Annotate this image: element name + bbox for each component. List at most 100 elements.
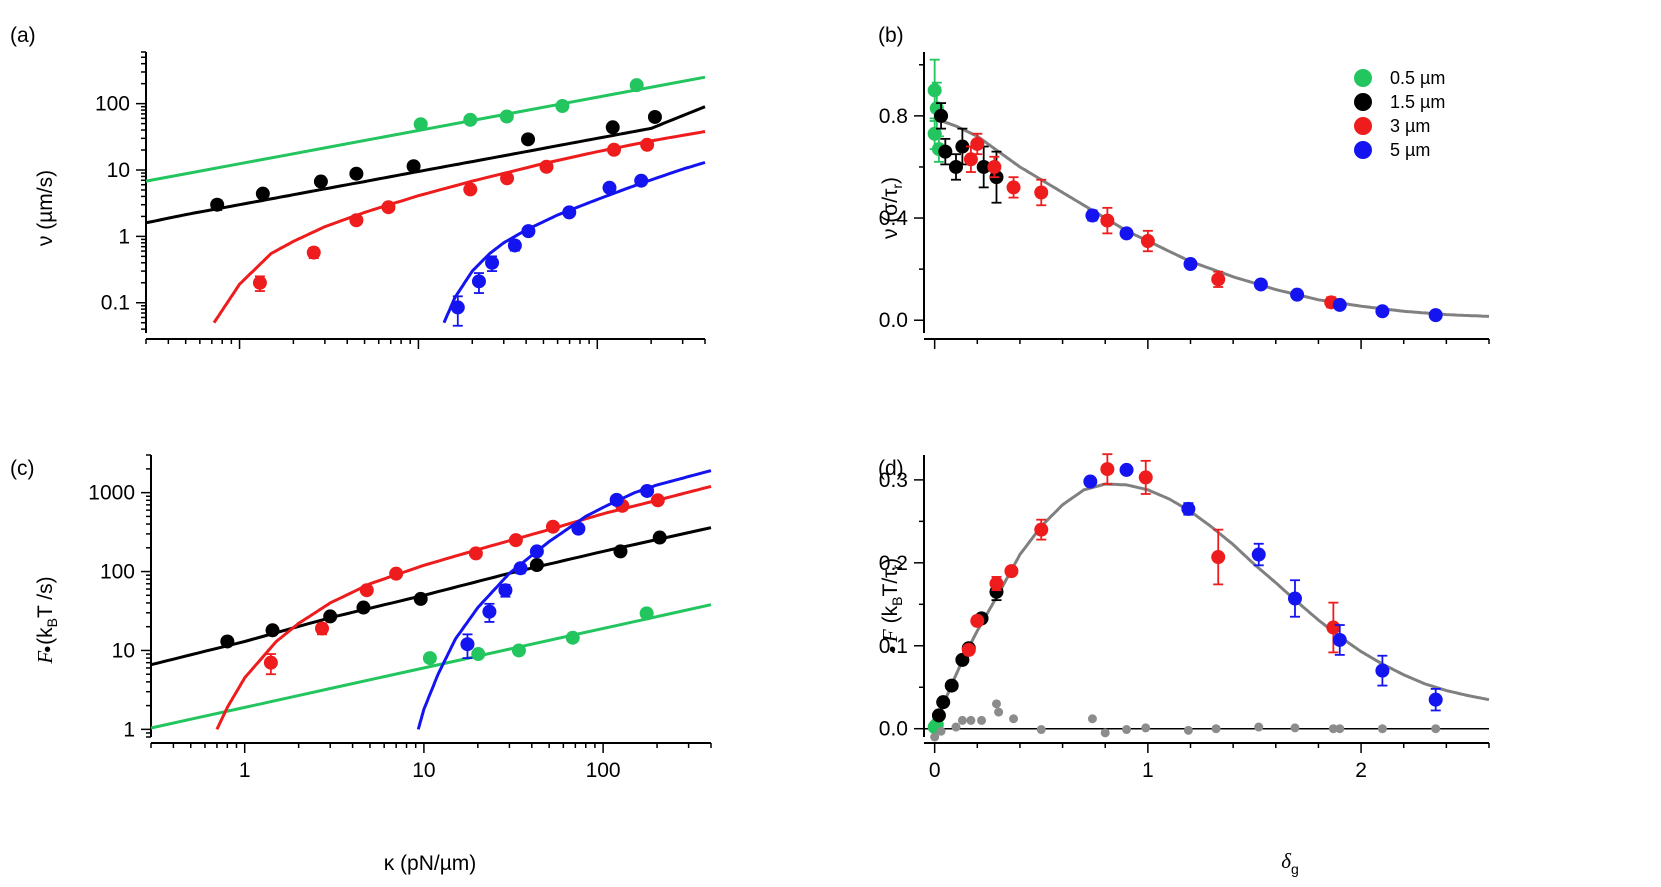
- data-point: [1428, 692, 1443, 707]
- data-point: [1100, 728, 1110, 738]
- panel-b: (b) 0.0 0.4 0.8 ν (σ/τr) 0.5 µm 1.5 µm 3 µm 5…: [878, 24, 1490, 349]
- panel-b-ylabel-tail: ): [879, 177, 902, 184]
- data-point: [1254, 722, 1264, 732]
- x-tick-label: 1: [239, 759, 251, 782]
- data-point: [521, 224, 536, 239]
- panel-d-label: (d): [878, 457, 904, 480]
- panel-a-ylabel: ν (µm/s): [34, 170, 57, 246]
- data-point: [970, 136, 985, 151]
- y-tick-label: 100: [95, 93, 130, 116]
- data-point: [1253, 277, 1268, 292]
- panel-c-ylabel: F (kBT /s): [33, 576, 60, 664]
- x-tick-label: 10: [412, 759, 435, 782]
- x-tick-label: 0: [929, 759, 941, 782]
- data-point: [263, 655, 278, 670]
- data-point: [948, 159, 963, 174]
- data-point: [349, 166, 364, 181]
- panel-d-xlabel-main: δ: [1281, 849, 1292, 873]
- legend-marker: [1354, 69, 1372, 87]
- data-point: [499, 109, 514, 124]
- panel-a-axes: 0.1 1 10 100: [95, 51, 706, 349]
- x-tick-label: 100: [586, 759, 621, 782]
- panel-a-plot: [145, 75, 706, 327]
- data-point: [955, 139, 970, 154]
- legend-label: 5 µm: [1390, 140, 1430, 160]
- data-point: [1100, 213, 1115, 228]
- data-point: [529, 558, 544, 573]
- data-point: [609, 492, 624, 507]
- data-point: [1287, 591, 1302, 606]
- fit-line: [150, 526, 712, 667]
- data-point: [1100, 462, 1115, 477]
- data-point: [468, 546, 483, 561]
- data-point: [1181, 501, 1196, 516]
- data-point: [555, 99, 570, 114]
- x-tick-label: 1: [1142, 759, 1154, 782]
- data-point: [1034, 522, 1049, 537]
- data-point: [255, 186, 270, 201]
- data-point: [938, 144, 953, 159]
- data-point: [977, 715, 987, 725]
- data-point: [313, 174, 328, 189]
- data-point: [565, 630, 580, 645]
- legend-label: 1.5 µm: [1390, 92, 1445, 112]
- legend-label: 0.5 µm: [1390, 68, 1445, 88]
- panel-a-label: (a): [10, 24, 36, 47]
- y-tick-label: 1: [123, 718, 135, 741]
- y-tick-label: 100: [100, 561, 135, 584]
- data-point: [976, 159, 991, 174]
- data-point: [529, 544, 544, 559]
- panel-a: (a) 0.1 1 10 100 ν (µm/s): [10, 24, 706, 349]
- data-point: [422, 651, 437, 666]
- data-point: [1183, 725, 1193, 735]
- panel-b-legend: 0.5 µm 1.5 µm 3 µm 5 µm: [1354, 68, 1445, 160]
- data-point: [485, 255, 500, 270]
- data-point: [966, 715, 976, 725]
- data-point: [482, 604, 497, 619]
- data-point: [652, 530, 667, 545]
- data-point: [315, 621, 330, 636]
- data-point: [1377, 724, 1387, 734]
- data-point: [1122, 725, 1132, 735]
- legend-marker: [1354, 117, 1372, 135]
- data-point: [936, 695, 951, 710]
- data-point: [450, 300, 465, 315]
- data-point: [613, 544, 628, 559]
- panel-d-plot: [924, 453, 1490, 742]
- y-tick-label: 1: [118, 225, 130, 248]
- data-point: [1036, 725, 1046, 735]
- data-point: [634, 173, 649, 188]
- data-point: [356, 600, 371, 615]
- data-point: [521, 132, 536, 147]
- data-point: [571, 521, 586, 536]
- data-point: [1087, 714, 1097, 724]
- panel-d-ylabel-end: ): [879, 558, 902, 565]
- data-point: [210, 197, 225, 212]
- data-point: [640, 137, 655, 152]
- data-point: [957, 715, 967, 725]
- y-tick-label: 0.3: [879, 469, 908, 492]
- data-point: [381, 200, 396, 215]
- data-point: [1375, 304, 1390, 319]
- panel-d: (d) 0.0 0.1 0.2 0.3 0 1 2 F (kBT/τr) • δg: [878, 453, 1490, 877]
- fit-line: [215, 484, 712, 731]
- panel-c-axes: 1 10 100 1000 1 10 100: [88, 454, 712, 782]
- panel-b-ylabel: ν (σ/τr): [879, 177, 905, 239]
- data-point: [1009, 714, 1019, 724]
- data-point: [1431, 724, 1441, 734]
- data-point: [511, 643, 526, 658]
- data-point: [955, 652, 970, 667]
- data-point: [640, 483, 655, 498]
- data-point: [389, 566, 404, 581]
- panel-c-ylabel-main: (k: [34, 627, 57, 645]
- data-point: [413, 591, 428, 606]
- panel-c-plot: [150, 469, 712, 731]
- fit-line: [442, 160, 706, 324]
- data-point: [498, 583, 513, 598]
- data-point: [1034, 185, 1049, 200]
- data-point: [639, 606, 654, 621]
- data-point: [963, 152, 978, 167]
- panel-d-xlabel: δg: [1281, 849, 1299, 877]
- panel-d-ylabel-tail: T/τ: [879, 569, 902, 597]
- data-point: [252, 275, 267, 290]
